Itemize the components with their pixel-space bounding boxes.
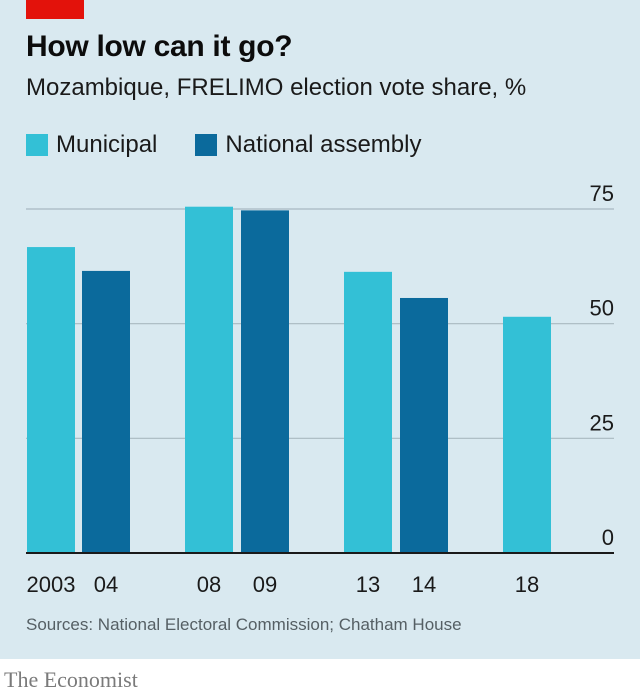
legend-item-national-assembly: National assembly [195, 131, 421, 159]
chart-subtitle: Mozambique, FRELIMO election vote share,… [26, 74, 527, 101]
source-note: Sources: National Electoral Commission; … [26, 615, 462, 634]
x-tick-label: 13 [356, 572, 380, 597]
x-tick-label: 09 [253, 572, 277, 597]
legend-swatch-national-assembly [195, 134, 218, 156]
bar [27, 247, 75, 553]
legend-label-national-assembly: National assembly [225, 131, 422, 158]
bar [241, 210, 289, 553]
x-tick-label: 04 [94, 572, 118, 597]
bar [344, 271, 392, 553]
legend-swatch-municipal [26, 134, 48, 156]
legend-item-municipal: Municipal [26, 131, 157, 159]
bar [503, 316, 551, 553]
x-tick-label: 08 [197, 572, 221, 597]
x-tick-label: 18 [515, 572, 539, 597]
bar [185, 206, 233, 553]
brand-logo: The Economist [4, 667, 138, 692]
x-tick-label: 2003 [27, 572, 76, 597]
chart-legend: Municipal National assembly [26, 130, 459, 160]
y-tick-label: 50 [590, 296, 614, 321]
bar [82, 270, 130, 553]
bar [400, 297, 448, 553]
x-tick-label: 14 [412, 572, 436, 597]
y-tick-label: 75 [590, 181, 614, 206]
chart-title: How low can it go? [26, 30, 293, 63]
legend-label-municipal: Municipal [56, 131, 158, 158]
y-tick-label: 0 [602, 525, 614, 550]
bar-chart: 0 25 50 75 2003 04 08 09 13 14 18 [26, 181, 614, 597]
brand-red-tag [26, 0, 84, 19]
y-tick-label: 25 [590, 410, 614, 435]
